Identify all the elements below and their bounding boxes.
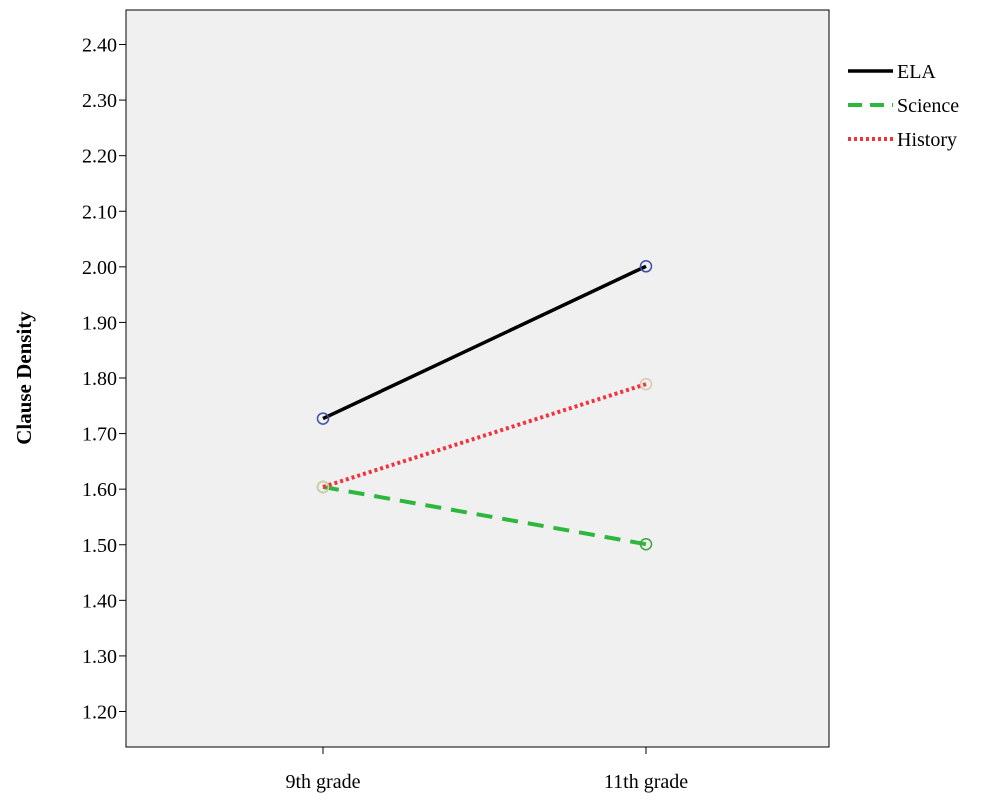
data-point-history bbox=[639, 377, 653, 391]
series-line-ela bbox=[322, 264, 647, 421]
y-tick-label: 1.80 bbox=[82, 368, 117, 390]
series-layer bbox=[316, 260, 653, 551]
y-tick-label: 2.40 bbox=[82, 35, 117, 57]
y-tick-label: 2.00 bbox=[82, 257, 117, 279]
legend-label-science: Science bbox=[897, 95, 959, 117]
legend-label-ela: ELA bbox=[897, 61, 936, 83]
y-tick-label: 1.70 bbox=[82, 424, 117, 446]
y-tick-label: 1.40 bbox=[82, 590, 117, 612]
data-point-ela bbox=[316, 412, 330, 425]
data-point-history bbox=[316, 480, 330, 494]
y-tick-label: 2.10 bbox=[82, 201, 117, 223]
data-point-ela bbox=[639, 260, 653, 273]
series-line-history bbox=[322, 382, 647, 489]
y-tick-label: 1.60 bbox=[82, 479, 117, 501]
y-axis: 1.20 1.30 1.40 1.50 1.60 1.70 1.80 1.90 2.00 2.10… bbox=[82, 35, 126, 724]
plot-area bbox=[125, 9, 830, 748]
data-point-science bbox=[639, 537, 653, 551]
y-tick-label: 2.20 bbox=[82, 146, 117, 168]
y-tick-label: 1.50 bbox=[82, 535, 117, 557]
x-tick-label: 11th grade bbox=[604, 771, 688, 793]
series-line-science bbox=[322, 484, 647, 547]
y-tick-label: 1.20 bbox=[82, 702, 117, 724]
y-tick-label: 2.30 bbox=[82, 90, 117, 112]
y-axis-title: Clause Density bbox=[12, 311, 36, 445]
legend-label-history: History bbox=[897, 129, 957, 151]
legend: ELA Science History bbox=[848, 61, 959, 151]
y-tick-label: 1.90 bbox=[82, 312, 117, 334]
x-axis: 9th grade 11th grade bbox=[286, 747, 688, 793]
x-tick-label: 9th grade bbox=[286, 771, 361, 793]
y-tick-label: 1.30 bbox=[82, 646, 117, 668]
